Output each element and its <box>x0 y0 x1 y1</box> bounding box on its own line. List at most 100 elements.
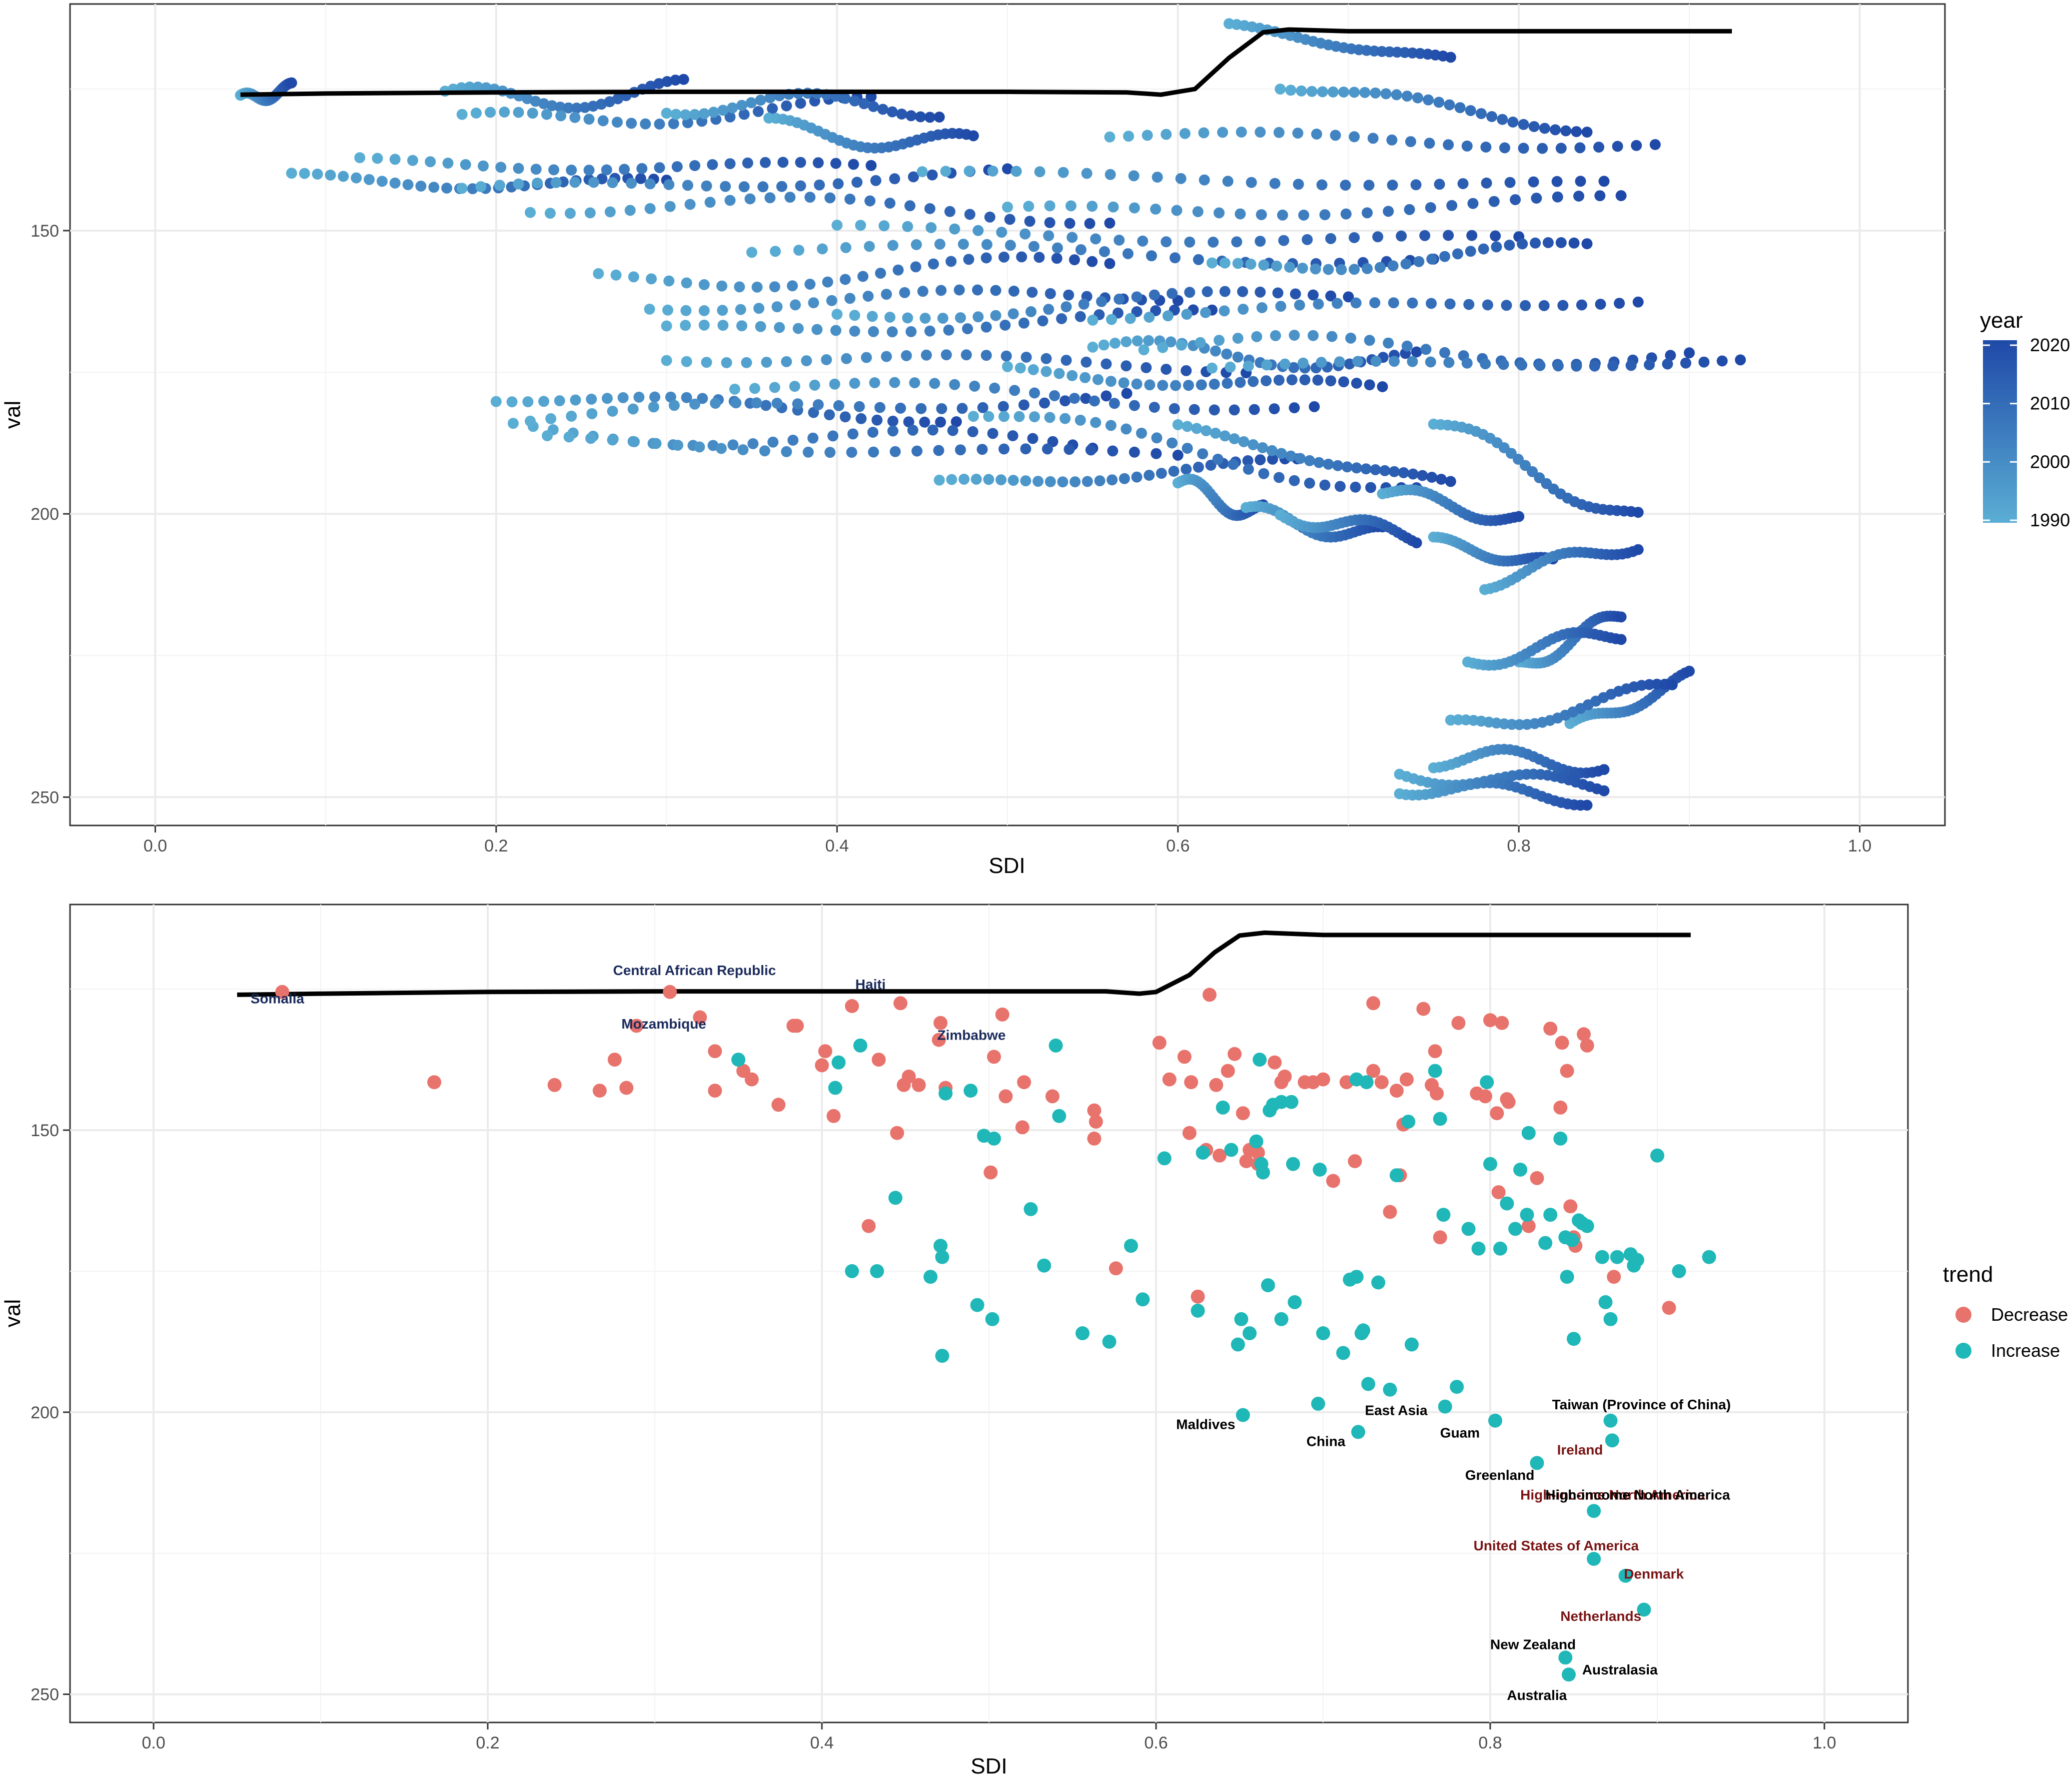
trajectory-point <box>1439 347 1451 358</box>
trajectory-point <box>1285 85 1297 96</box>
trajectory-point <box>1075 244 1087 256</box>
trajectory-point <box>864 195 876 207</box>
trajectory-point <box>1082 476 1093 487</box>
trajectory-point <box>727 439 739 451</box>
increase-point <box>1284 1095 1299 1109</box>
trajectory-point <box>1219 286 1231 297</box>
decrease-point <box>818 1044 832 1059</box>
trajectory-point <box>830 158 841 169</box>
trajectory-point <box>868 326 879 337</box>
trajectory-point <box>661 355 672 366</box>
trajectory-point <box>970 473 982 485</box>
trajectory-point <box>1534 360 1546 371</box>
trajectory-point <box>999 320 1011 331</box>
trajectory-point <box>924 112 935 123</box>
decrease-point <box>1251 1146 1265 1160</box>
trajectory <box>746 239 1439 269</box>
trajectory-point <box>698 279 710 290</box>
increase-point <box>1371 1275 1386 1290</box>
increase-point <box>1488 1413 1502 1428</box>
trajectory-point <box>554 395 565 407</box>
trajectory-point <box>983 411 994 422</box>
trajectory-point <box>924 325 935 337</box>
trajectory-point <box>626 178 637 189</box>
trajectory-point <box>646 273 657 285</box>
increase-point <box>1274 1095 1289 1109</box>
trajectory-point <box>937 313 948 324</box>
increase-point <box>1191 1303 1205 1318</box>
trajectory-point <box>1060 413 1071 424</box>
trajectory-point <box>1029 387 1040 399</box>
trajectory-ireland <box>1479 544 1644 595</box>
trajectory-point <box>1008 286 1019 297</box>
trajectory-point <box>1336 264 1347 275</box>
increase-point <box>1553 1131 1568 1146</box>
increase-point <box>1274 1312 1289 1326</box>
trajectory-point <box>716 280 727 292</box>
trajectory-point <box>886 106 898 118</box>
trajectory-point <box>846 447 857 458</box>
trajectory-point <box>351 172 362 184</box>
trajectory-point <box>1170 380 1181 391</box>
trajectory-point <box>1501 300 1512 311</box>
trajectory-point <box>670 75 681 86</box>
trajectory-point <box>596 99 607 110</box>
trajectory-point <box>881 289 892 300</box>
trajectory-point <box>1364 335 1375 346</box>
increase-point <box>1637 1602 1651 1617</box>
trajectory-point <box>724 195 736 206</box>
trajectory-point <box>804 192 816 203</box>
increase-point <box>1450 1380 1464 1394</box>
increase-point <box>1313 1163 1327 1177</box>
trajectory-point <box>1607 360 1619 372</box>
increase-point <box>1530 1456 1544 1470</box>
increase-point <box>1253 1053 1267 1067</box>
trajectory-point <box>601 164 612 176</box>
trajectory <box>831 220 1525 248</box>
decrease-point <box>1017 1075 1031 1090</box>
top-y-tick-label: 250 <box>31 788 59 807</box>
trajectory-point <box>1172 449 1184 461</box>
trajectory-point <box>745 97 757 109</box>
trajectory-point <box>617 392 629 403</box>
trajectory-point <box>1219 257 1231 269</box>
trajectory-point <box>1372 231 1384 243</box>
increase-point <box>1521 1126 1536 1140</box>
trajectory-point <box>1219 305 1230 317</box>
trajectory-point <box>1698 356 1710 368</box>
country-label: Zimbabwe <box>937 1028 1006 1043</box>
year-legend-label: 2020 <box>2030 335 2070 355</box>
trajectory-point <box>1206 362 1218 374</box>
trajectory-point <box>1387 180 1398 191</box>
decrease-point <box>1087 1103 1102 1118</box>
increase-point <box>1436 1208 1451 1222</box>
trajectory-point <box>1445 52 1456 63</box>
trajectory-point <box>1504 177 1516 188</box>
trajectory-point <box>1004 240 1016 251</box>
trajectory-point <box>570 394 581 406</box>
trajectory-point <box>1222 378 1233 389</box>
trajectory-point <box>1349 131 1360 143</box>
trajectory-point <box>1020 352 1032 363</box>
trajectory-point <box>1025 306 1037 317</box>
trajectory-point <box>1302 234 1313 245</box>
trajectory-point <box>981 239 992 250</box>
trajectory-point <box>1246 177 1257 188</box>
decrease-point <box>1239 1154 1254 1169</box>
trajectory-point <box>990 310 1001 321</box>
trajectory-point <box>1401 91 1413 102</box>
trajectory-point <box>1081 168 1093 179</box>
decrease-point <box>871 1053 886 1067</box>
trajectory-point <box>964 209 975 220</box>
increase-point <box>1261 1278 1275 1293</box>
trajectory-point <box>530 96 541 107</box>
trajectory-point <box>680 320 691 331</box>
trajectory-point <box>955 444 966 456</box>
trajectory-point <box>312 169 323 180</box>
trajectory-point <box>1023 201 1034 212</box>
trajectory-point <box>1101 390 1112 402</box>
trajectory-point <box>1463 299 1475 310</box>
trajectory-point <box>916 166 928 178</box>
trajectory-point <box>707 159 718 170</box>
trajectory-point <box>781 356 792 367</box>
